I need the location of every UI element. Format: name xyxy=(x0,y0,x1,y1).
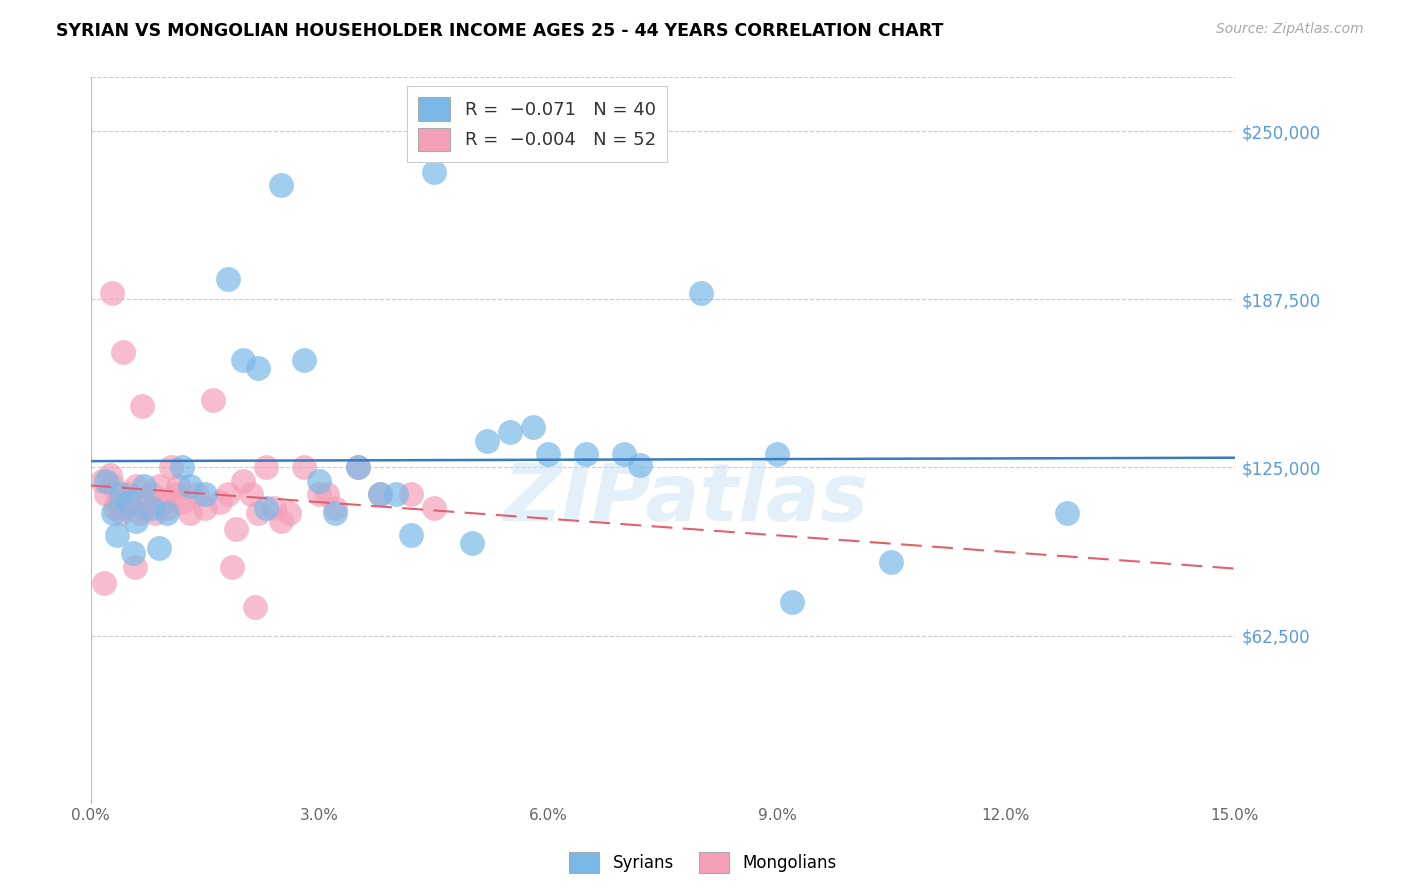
Point xyxy=(186,487,208,501)
Point xyxy=(243,600,266,615)
Point xyxy=(141,500,163,515)
Point xyxy=(132,500,155,515)
Point xyxy=(121,495,143,509)
Point xyxy=(156,506,179,520)
Point xyxy=(254,460,277,475)
Point xyxy=(221,560,243,574)
Point xyxy=(292,352,315,367)
Point xyxy=(217,272,239,286)
Point xyxy=(103,479,125,493)
Point xyxy=(880,555,903,569)
Point xyxy=(323,500,346,515)
Point xyxy=(308,474,330,488)
Point xyxy=(110,506,132,520)
Point xyxy=(98,468,121,483)
Point xyxy=(239,487,262,501)
Point xyxy=(277,506,299,520)
Point xyxy=(172,460,194,475)
Point xyxy=(475,434,498,448)
Point xyxy=(575,447,598,461)
Point xyxy=(105,495,128,509)
Point xyxy=(461,535,484,549)
Point xyxy=(93,576,115,591)
Point xyxy=(346,460,368,475)
Point xyxy=(613,447,636,461)
Point xyxy=(370,487,392,501)
Point xyxy=(94,487,117,501)
Point xyxy=(522,420,544,434)
Point xyxy=(91,474,114,488)
Point xyxy=(270,178,292,192)
Point xyxy=(201,393,224,408)
Point xyxy=(167,479,190,493)
Point xyxy=(232,352,254,367)
Point xyxy=(141,487,163,501)
Point xyxy=(263,500,285,515)
Point xyxy=(131,399,153,413)
Point xyxy=(254,500,277,515)
Point xyxy=(689,285,711,300)
Point xyxy=(156,500,179,515)
Point xyxy=(423,500,446,515)
Point xyxy=(323,506,346,520)
Point xyxy=(148,479,170,493)
Point xyxy=(111,344,134,359)
Point xyxy=(152,495,174,509)
Point xyxy=(766,447,789,461)
Point xyxy=(499,425,522,440)
Point xyxy=(136,495,159,509)
Point xyxy=(94,474,117,488)
Point xyxy=(179,479,201,493)
Point xyxy=(110,487,132,501)
Point xyxy=(628,458,651,472)
Point xyxy=(232,474,254,488)
Text: Source: ZipAtlas.com: Source: ZipAtlas.com xyxy=(1216,22,1364,37)
Point xyxy=(129,506,152,520)
Point xyxy=(179,506,201,520)
Point xyxy=(1056,506,1078,520)
Text: ZIPatlas: ZIPatlas xyxy=(503,459,868,538)
Point xyxy=(145,506,167,520)
Point xyxy=(247,360,270,375)
Point xyxy=(423,164,446,178)
Point xyxy=(118,487,141,501)
Point xyxy=(384,487,406,501)
Point xyxy=(247,506,270,520)
Point xyxy=(217,487,239,501)
Point xyxy=(118,495,141,509)
Point xyxy=(125,479,148,493)
Point xyxy=(103,506,125,520)
Point xyxy=(105,527,128,541)
Point xyxy=(225,522,247,536)
Point xyxy=(316,487,339,501)
Point xyxy=(163,487,186,501)
Point xyxy=(101,285,124,300)
Point xyxy=(399,527,422,541)
Legend: Syrians, Mongolians: Syrians, Mongolians xyxy=(562,846,844,880)
Point xyxy=(399,487,422,501)
Point xyxy=(308,487,330,501)
Point xyxy=(172,495,194,509)
Point xyxy=(194,500,217,515)
Point xyxy=(194,487,217,501)
Point xyxy=(537,447,560,461)
Point xyxy=(270,514,292,528)
Point xyxy=(159,460,181,475)
Point xyxy=(124,560,146,574)
Legend: R =  −0.071   N = 40, R =  −0.004   N = 52: R = −0.071 N = 40, R = −0.004 N = 52 xyxy=(406,87,666,161)
Point xyxy=(370,487,392,501)
Point xyxy=(346,460,368,475)
Point xyxy=(121,547,143,561)
Point xyxy=(132,479,155,493)
Point xyxy=(104,500,127,515)
Point xyxy=(780,595,803,609)
Point xyxy=(125,514,148,528)
Point xyxy=(209,495,232,509)
Text: SYRIAN VS MONGOLIAN HOUSEHOLDER INCOME AGES 25 - 44 YEARS CORRELATION CHART: SYRIAN VS MONGOLIAN HOUSEHOLDER INCOME A… xyxy=(56,22,943,40)
Point xyxy=(148,541,170,555)
Point xyxy=(114,500,136,515)
Point xyxy=(292,460,315,475)
